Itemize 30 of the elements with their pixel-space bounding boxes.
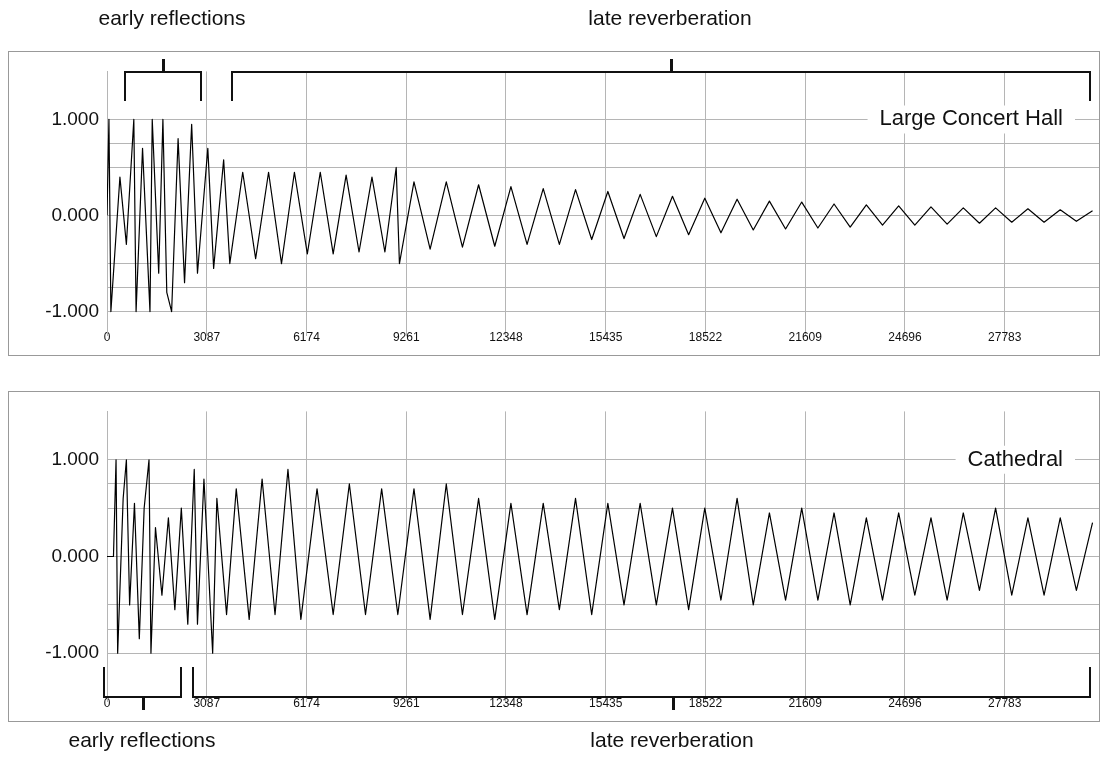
x-tick-label: 15435 bbox=[589, 329, 623, 344]
x-tick-label: 12348 bbox=[489, 695, 524, 710]
y-tick-label: 1.000 bbox=[51, 107, 99, 129]
x-tick-label: 27783 bbox=[988, 695, 1022, 710]
x-tick-label: 18522 bbox=[688, 695, 723, 710]
y-tick-label: 1.000 bbox=[51, 448, 99, 469]
x-tick-label: 15435 bbox=[589, 695, 623, 710]
x-tick-label: 21609 bbox=[788, 329, 823, 344]
x-tick-label: 6174 bbox=[293, 329, 321, 344]
y-tick-label: -1.000 bbox=[45, 641, 99, 663]
y-tick-label: 0.000 bbox=[51, 544, 99, 566]
x-tick-label: 9261 bbox=[392, 329, 420, 344]
x-tick-label: 3087 bbox=[193, 329, 221, 344]
x-tick-label: 6174 bbox=[293, 695, 321, 710]
x-tick-label: 21609 bbox=[788, 695, 823, 710]
x-tick-label: 9261 bbox=[392, 695, 420, 710]
x-tick-label: 27783 bbox=[988, 329, 1022, 344]
text: late reverberation bbox=[590, 728, 754, 752]
x-tick-label: 18522 bbox=[688, 329, 723, 344]
text: Large Concert Hall bbox=[879, 105, 1063, 131]
text: Cathedral bbox=[967, 445, 1063, 471]
text: late reverberation bbox=[588, 6, 752, 30]
y-tick-label: 0.000 bbox=[51, 203, 99, 225]
text: early reflections bbox=[98, 6, 246, 30]
x-tick-label: 24696 bbox=[888, 695, 922, 710]
x-tick-label: 24696 bbox=[888, 329, 922, 344]
x-tick-label: 12348 bbox=[489, 329, 524, 344]
x-tick-label: 3087 bbox=[193, 695, 221, 710]
y-tick-label: -1.000 bbox=[45, 299, 99, 321]
text: early reflections bbox=[68, 728, 216, 752]
